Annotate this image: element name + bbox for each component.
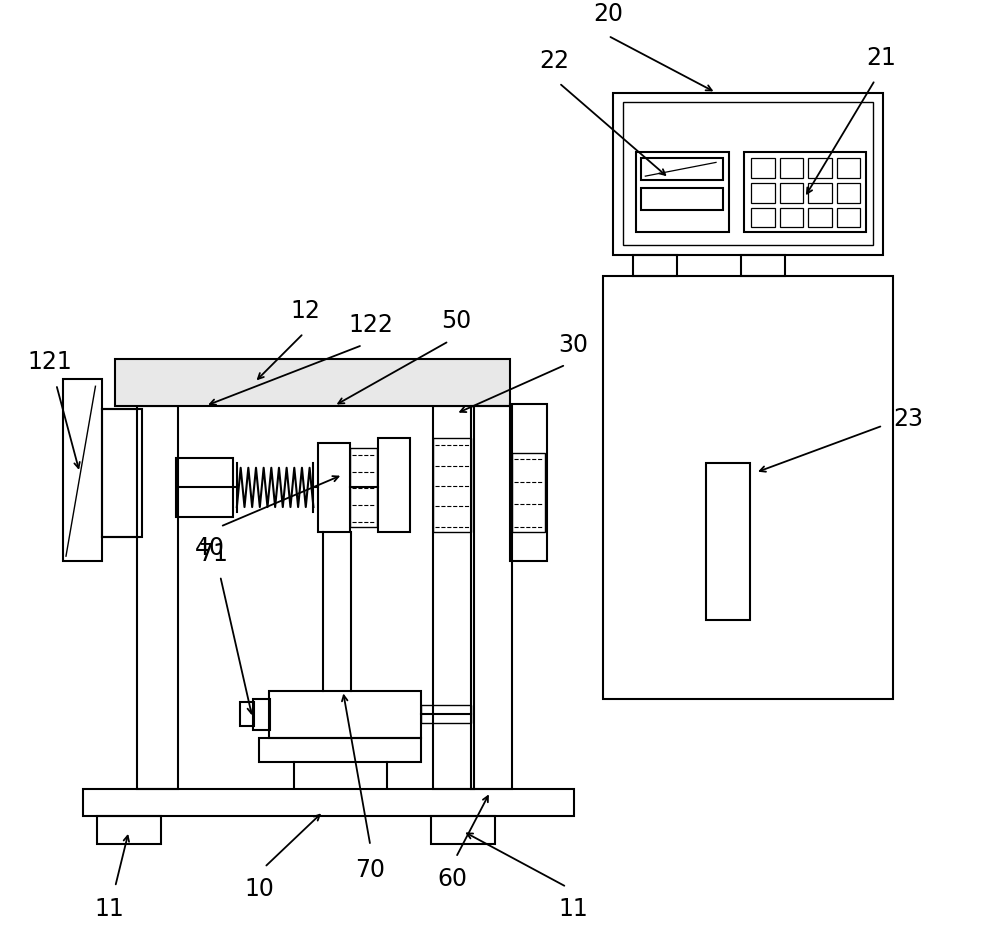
Text: 50: 50 <box>441 310 471 333</box>
Bar <box>780 208 803 228</box>
Bar <box>641 188 723 210</box>
Bar <box>613 93 883 255</box>
Bar <box>603 277 893 699</box>
Bar <box>433 438 471 531</box>
Bar <box>641 159 723 180</box>
Bar <box>176 458 233 517</box>
Bar <box>378 438 410 531</box>
Bar <box>751 183 775 203</box>
Text: 21: 21 <box>866 46 896 70</box>
Bar <box>512 453 545 531</box>
Bar <box>751 159 775 178</box>
Bar <box>837 159 860 178</box>
Bar <box>83 789 574 817</box>
Bar <box>318 444 350 531</box>
Bar <box>433 406 474 789</box>
Text: 122: 122 <box>348 313 393 337</box>
Bar <box>636 152 729 232</box>
Text: 70: 70 <box>355 857 385 882</box>
Text: 30: 30 <box>559 333 589 357</box>
Text: 11: 11 <box>559 897 589 920</box>
Bar <box>421 705 471 723</box>
Text: 10: 10 <box>244 877 274 902</box>
Bar <box>633 255 677 277</box>
Bar <box>741 255 785 277</box>
Bar <box>706 463 750 620</box>
Bar <box>137 406 178 789</box>
Bar <box>780 159 803 178</box>
Text: 11: 11 <box>94 897 124 920</box>
Bar <box>63 379 102 561</box>
Bar <box>744 152 866 232</box>
Text: 60: 60 <box>438 868 468 891</box>
Text: 121: 121 <box>28 350 73 375</box>
Bar <box>269 691 421 738</box>
Bar <box>350 448 377 527</box>
Bar <box>102 409 142 536</box>
Bar <box>259 738 421 763</box>
Text: 22: 22 <box>539 49 569 73</box>
Text: 20: 20 <box>593 2 623 25</box>
Bar <box>808 208 832 228</box>
Text: 40: 40 <box>195 535 225 560</box>
Bar <box>837 208 860 228</box>
Bar <box>253 699 270 730</box>
Bar <box>510 404 547 561</box>
Bar <box>240 702 254 726</box>
Text: 12: 12 <box>291 299 321 324</box>
Bar <box>471 406 512 789</box>
Bar <box>808 183 832 203</box>
Bar <box>837 183 860 203</box>
Bar <box>115 359 510 406</box>
Bar <box>808 159 832 178</box>
Bar <box>431 817 495 844</box>
Text: 23: 23 <box>893 407 923 430</box>
Bar <box>751 208 775 228</box>
Bar <box>97 817 161 844</box>
Bar <box>623 103 873 244</box>
Text: 71: 71 <box>198 542 228 566</box>
Bar <box>780 183 803 203</box>
